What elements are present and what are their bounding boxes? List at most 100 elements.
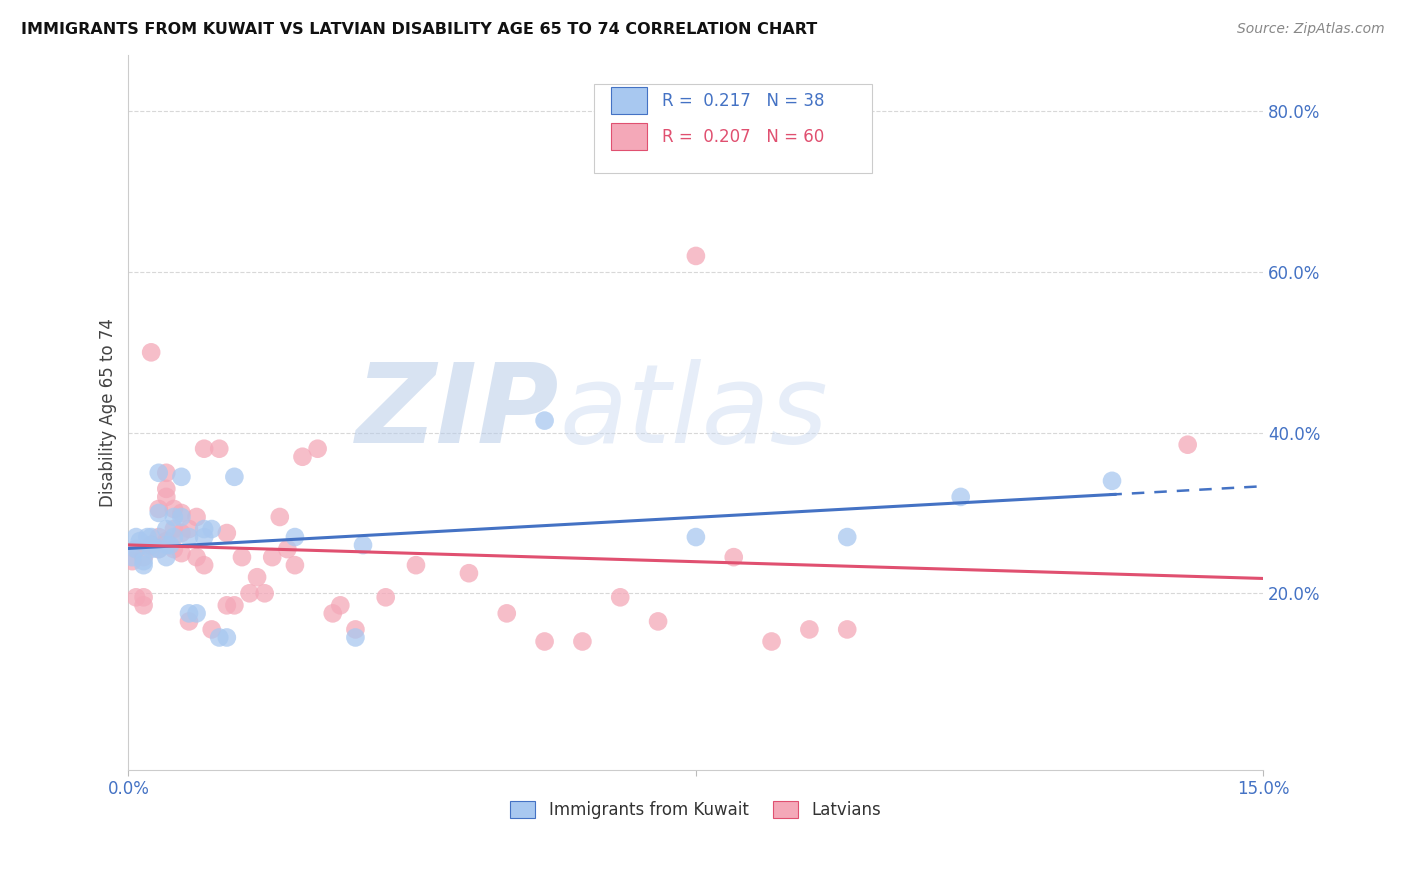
Point <box>215 599 238 613</box>
Point <box>132 554 155 568</box>
Point <box>262 550 284 565</box>
Point <box>155 522 177 536</box>
Point <box>148 502 170 516</box>
Point <box>685 530 707 544</box>
Point <box>132 558 155 573</box>
Point <box>148 466 170 480</box>
Point <box>148 506 170 520</box>
Text: atlas: atlas <box>560 359 828 466</box>
Point <box>148 530 170 544</box>
Point <box>533 414 555 428</box>
Point <box>837 623 859 637</box>
Point <box>186 550 208 565</box>
Point <box>208 631 231 645</box>
Point <box>163 530 186 544</box>
Point <box>141 542 163 557</box>
Point <box>609 591 631 605</box>
Point <box>761 634 783 648</box>
Point <box>125 591 148 605</box>
Point <box>163 502 186 516</box>
Point <box>215 631 238 645</box>
Point <box>723 550 745 565</box>
FancyBboxPatch shape <box>610 87 647 114</box>
Point <box>374 591 396 605</box>
Point <box>170 470 193 484</box>
Point <box>1177 438 1199 452</box>
Point <box>201 623 224 637</box>
Point <box>121 554 143 568</box>
Point <box>405 558 427 573</box>
Point <box>291 450 314 464</box>
Point <box>329 599 352 613</box>
Legend: Immigrants from Kuwait, Latvians: Immigrants from Kuwait, Latvians <box>503 795 889 826</box>
Text: ZIP: ZIP <box>356 359 560 466</box>
Point <box>132 599 155 613</box>
Y-axis label: Disability Age 65 to 74: Disability Age 65 to 74 <box>100 318 117 507</box>
Point <box>201 522 224 536</box>
Point <box>193 442 215 456</box>
Point <box>177 607 200 621</box>
Point <box>307 442 329 456</box>
Point <box>155 466 177 480</box>
Point <box>170 526 193 541</box>
Point <box>224 470 246 484</box>
Point <box>155 490 177 504</box>
Point <box>208 442 231 456</box>
Point <box>177 615 200 629</box>
Point <box>322 607 344 621</box>
Point <box>284 558 307 573</box>
Point <box>1101 474 1123 488</box>
Point <box>284 530 307 544</box>
Point <box>186 607 208 621</box>
Point <box>125 542 148 557</box>
Text: Source: ZipAtlas.com: Source: ZipAtlas.com <box>1237 22 1385 37</box>
Point <box>238 586 260 600</box>
Point <box>163 510 186 524</box>
Point <box>186 510 208 524</box>
Point <box>163 542 186 557</box>
FancyBboxPatch shape <box>610 122 647 150</box>
Point <box>276 542 298 557</box>
Point <box>193 522 215 536</box>
Point <box>125 542 148 557</box>
Point <box>141 538 163 552</box>
Point <box>685 249 707 263</box>
Point <box>177 530 200 544</box>
Point <box>231 550 253 565</box>
Point <box>495 607 517 621</box>
Point <box>177 522 200 536</box>
Point <box>269 510 291 524</box>
Point <box>148 542 170 557</box>
FancyBboxPatch shape <box>593 84 872 173</box>
Point <box>155 538 177 552</box>
Point <box>647 615 669 629</box>
Point <box>949 490 972 504</box>
Point <box>155 482 177 496</box>
Point <box>799 623 821 637</box>
Text: R =  0.217   N = 38: R = 0.217 N = 38 <box>662 92 824 111</box>
Text: IMMIGRANTS FROM KUWAIT VS LATVIAN DISABILITY AGE 65 TO 74 CORRELATION CHART: IMMIGRANTS FROM KUWAIT VS LATVIAN DISABI… <box>21 22 817 37</box>
Point <box>141 538 163 552</box>
Point <box>224 599 246 613</box>
Point <box>155 534 177 549</box>
Point <box>132 591 155 605</box>
Point <box>246 570 269 584</box>
Point <box>128 534 150 549</box>
Point <box>159 538 181 552</box>
Point <box>141 530 163 544</box>
Point <box>533 634 555 648</box>
Point <box>148 542 170 557</box>
Point <box>163 522 186 536</box>
Point <box>125 530 148 544</box>
Point <box>132 550 155 565</box>
Point <box>458 566 481 581</box>
Point <box>215 526 238 541</box>
Point <box>141 538 163 552</box>
Point <box>155 550 177 565</box>
Point <box>344 623 367 637</box>
Point <box>170 510 193 524</box>
Point <box>170 546 193 560</box>
Point <box>571 634 593 648</box>
Point <box>344 631 367 645</box>
Point <box>193 558 215 573</box>
